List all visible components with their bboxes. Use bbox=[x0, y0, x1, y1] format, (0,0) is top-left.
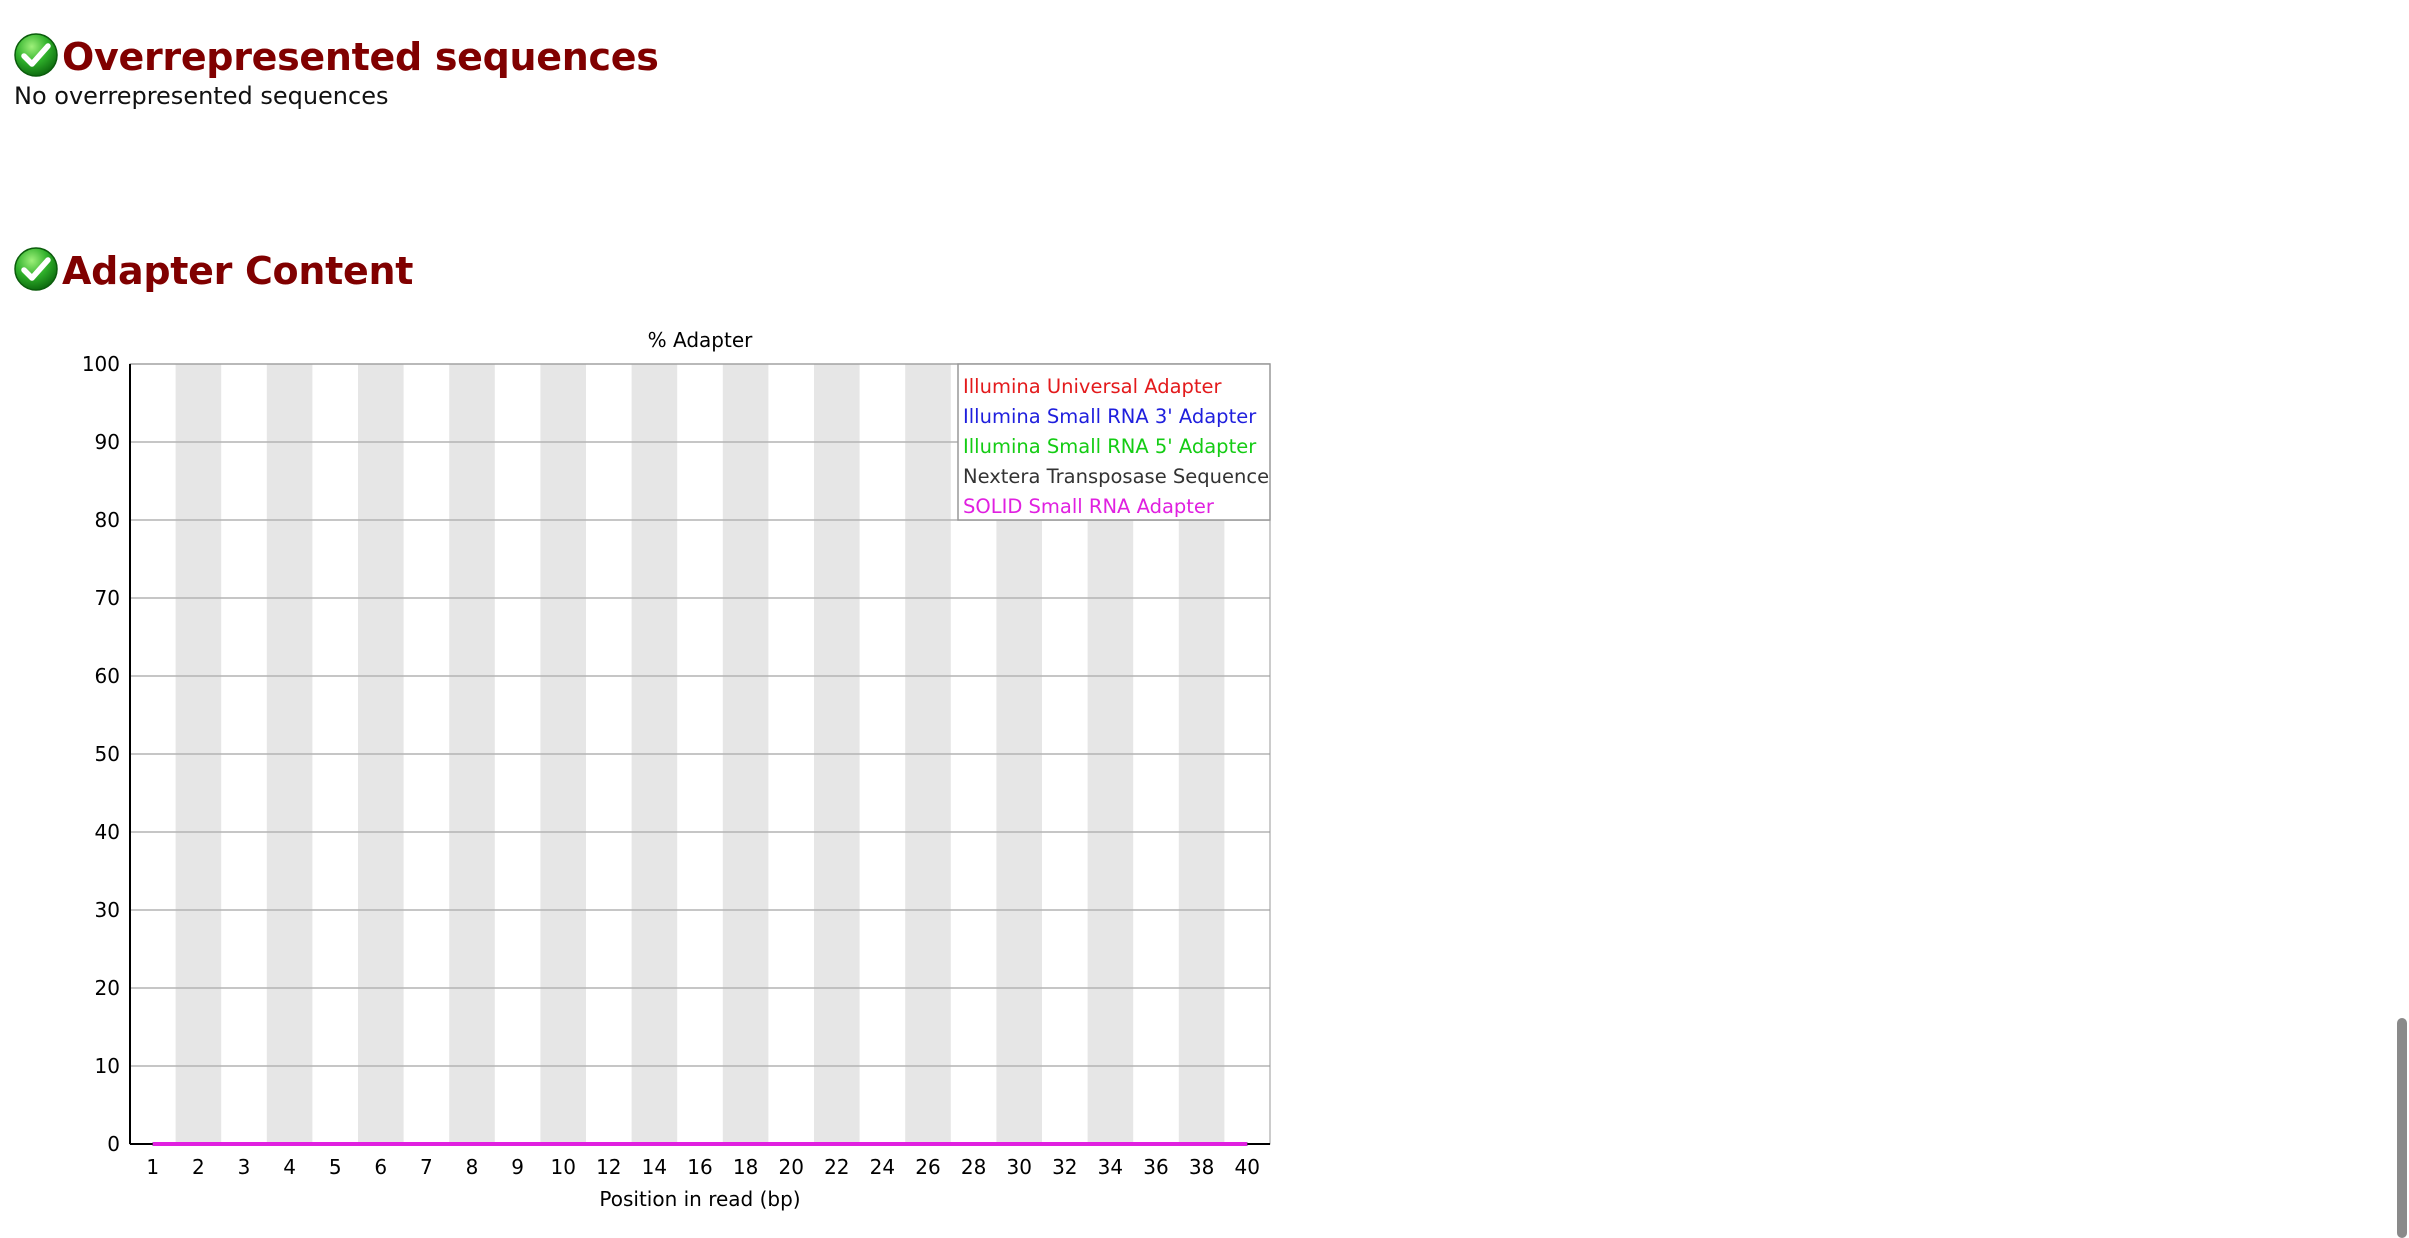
x-tick-label: 2 bbox=[192, 1155, 205, 1179]
adapter-title: Adapter Content bbox=[62, 249, 414, 293]
x-tick-label: 34 bbox=[1098, 1155, 1123, 1179]
x-tick-label: 5 bbox=[329, 1155, 342, 1179]
x-tick-label: 8 bbox=[466, 1155, 479, 1179]
x-tick-label: 32 bbox=[1052, 1155, 1077, 1179]
adapter-heading: Adapter Content bbox=[13, 246, 413, 292]
x-tick-label: 3 bbox=[238, 1155, 251, 1179]
y-tick-label: 0 bbox=[107, 1132, 120, 1156]
x-tick-label: 14 bbox=[642, 1155, 667, 1179]
y-tick-label: 40 bbox=[95, 820, 120, 844]
legend-entry: SOLID Small RNA Adapter bbox=[963, 495, 1215, 518]
legend-entry: Illumina Universal Adapter bbox=[963, 375, 1223, 398]
x-tick-label: 16 bbox=[687, 1155, 712, 1179]
x-tick-label: 38 bbox=[1189, 1155, 1214, 1179]
y-tick-label: 100 bbox=[82, 352, 120, 376]
y-tick-label: 90 bbox=[95, 430, 120, 454]
x-tick-label: 26 bbox=[915, 1155, 940, 1179]
legend-entry: Illumina Small RNA 3' Adapter bbox=[963, 405, 1257, 428]
x-tick-label: 24 bbox=[870, 1155, 895, 1179]
overrepresented-message: No overrepresented sequences bbox=[14, 82, 389, 110]
pass-check-icon bbox=[14, 33, 58, 77]
y-tick-label: 60 bbox=[95, 664, 120, 688]
x-tick-label: 18 bbox=[733, 1155, 758, 1179]
legend-entry: Illumina Small RNA 5' Adapter bbox=[963, 435, 1257, 458]
overrepresented-section: Overrepresented sequences No overreprese… bbox=[13, 32, 659, 110]
y-tick-label: 80 bbox=[95, 508, 120, 532]
vertical-scrollbar[interactable] bbox=[2395, 0, 2409, 1238]
x-tick-label: 9 bbox=[511, 1155, 524, 1179]
scrollbar-thumb[interactable] bbox=[2397, 1018, 2407, 1238]
chart-title: % Adapter bbox=[648, 328, 753, 352]
legend-entry: Nextera Transposase Sequence bbox=[963, 465, 1269, 488]
y-tick-label: 70 bbox=[95, 586, 120, 610]
overrepresented-title: Overrepresented sequences bbox=[62, 35, 659, 79]
x-tick-label: 12 bbox=[596, 1155, 621, 1179]
x-tick-label: 20 bbox=[778, 1155, 803, 1179]
y-tick-label: 30 bbox=[95, 898, 120, 922]
x-tick-label: 6 bbox=[374, 1155, 387, 1179]
overrepresented-heading: Overrepresented sequences bbox=[13, 32, 659, 78]
x-tick-label: 1 bbox=[146, 1155, 159, 1179]
x-tick-label: 22 bbox=[824, 1155, 849, 1179]
x-tick-label: 7 bbox=[420, 1155, 433, 1179]
x-tick-label: 28 bbox=[961, 1155, 986, 1179]
y-tick-label: 20 bbox=[95, 976, 120, 1000]
x-tick-label: 36 bbox=[1143, 1155, 1168, 1179]
adapter-section: Adapter Content bbox=[13, 246, 413, 292]
pass-check-icon bbox=[14, 247, 58, 291]
chart-legend bbox=[957, 363, 1271, 521]
y-tick-label: 50 bbox=[95, 742, 120, 766]
x-tick-label: 40 bbox=[1234, 1155, 1259, 1179]
x-tick-label: 10 bbox=[550, 1155, 575, 1179]
adapter-chart-container: 0 10 20 30 40 50 60 70 80 90 100 1 2 3 4 5 6 7 8 9 10 12 14 16 1… bbox=[82, 328, 1271, 1211]
x-tick-label: 4 bbox=[283, 1155, 296, 1179]
chart-x-label: Position in read (bp) bbox=[599, 1187, 800, 1211]
y-tick-label: 10 bbox=[95, 1054, 120, 1078]
x-tick-label: 30 bbox=[1006, 1155, 1031, 1179]
